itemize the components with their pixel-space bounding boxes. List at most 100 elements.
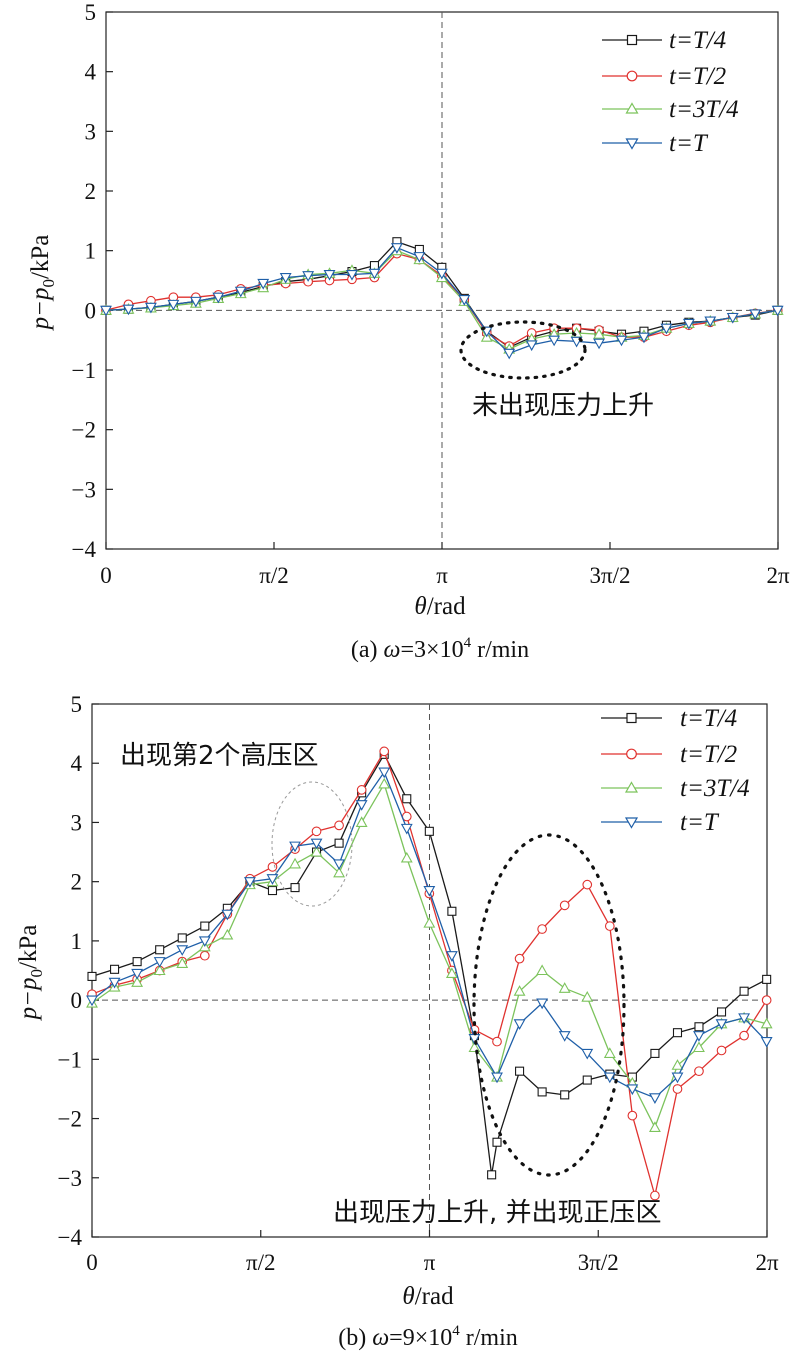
data-point <box>626 1084 639 1096</box>
data-point <box>650 1048 660 1058</box>
panel-a-ticks: 0 π/2 π 3π/2 2π −4 −3 −2 −1 0 1 2 3 4 5 <box>72 0 790 588</box>
panel-b-legend-item-2: t=T/2 <box>601 741 737 768</box>
y-tick-label: 5 <box>85 0 97 25</box>
data-point <box>311 826 322 837</box>
data-point <box>492 1036 502 1047</box>
y-tick-label: 4 <box>85 60 97 85</box>
legend-marker-triangle-down <box>625 138 639 150</box>
y-tick-label: 3 <box>85 119 97 144</box>
data-point <box>267 862 278 872</box>
data-point <box>155 945 165 955</box>
legend-marker-circle <box>626 70 638 82</box>
data-point <box>536 964 549 976</box>
data-point <box>760 1037 773 1048</box>
data-point <box>355 816 368 827</box>
data-point <box>704 316 717 328</box>
panel-b-annotation-1: 出现第2个高压区 <box>120 741 319 771</box>
data-point <box>100 305 112 317</box>
ylabel-unit: /kPa <box>27 235 54 279</box>
data-point <box>581 991 594 1002</box>
panel-a-annotation: 未出现压力上升 <box>472 391 654 421</box>
legend-label-t-T2: t=T/2 <box>669 63 726 90</box>
y-tick-label: −1 <box>58 1047 82 1072</box>
data-point <box>749 309 762 321</box>
y-tick-label: −1 <box>72 358 96 383</box>
data-point <box>560 1090 570 1100</box>
data-point <box>289 841 301 853</box>
data-point <box>648 1121 661 1132</box>
data-point <box>693 1041 705 1053</box>
ylabel-unit: /kPa <box>15 925 42 969</box>
legend-label-t-T: t=T <box>680 809 720 836</box>
data-point <box>582 879 593 890</box>
panel-a-y-axis-label: p−p0/kPa <box>27 235 58 332</box>
y-tick-label: −4 <box>58 1225 83 1250</box>
caption-unit: r/min <box>471 637 529 663</box>
data-point <box>423 916 436 928</box>
data-point <box>243 877 256 888</box>
data-point <box>660 323 673 335</box>
y-tick-label: 3 <box>71 810 83 835</box>
x-tick-label: π <box>436 563 448 588</box>
panel-b-legend: t=T/4 t=T/2 t=3T/4 t=T <box>601 705 750 836</box>
panel-a-highlight-ellipse <box>459 320 587 380</box>
panel-b-ticks: 0 π/2 π 3π/2 2π −4 −3 −2 −1 0 1 2 3 4 5 <box>58 692 779 1275</box>
data-point <box>153 957 166 968</box>
data-point <box>536 998 549 1010</box>
caption-exponent: 4 <box>464 635 472 651</box>
data-point <box>548 335 561 347</box>
data-point <box>760 1017 773 1029</box>
data-point <box>771 305 784 317</box>
legend-marker-triangle-down <box>624 817 639 829</box>
data-point <box>167 299 180 311</box>
data-point <box>603 1047 616 1058</box>
data-point <box>290 883 300 893</box>
data-point <box>487 1170 497 1180</box>
data-point <box>445 967 458 979</box>
data-point <box>267 885 278 896</box>
data-point <box>221 909 234 921</box>
xlabel-unit: /rad <box>415 1283 454 1310</box>
data-point <box>302 271 315 282</box>
data-point <box>266 874 279 885</box>
caption-prefix: (a) <box>351 637 384 663</box>
caption-exponent: 4 <box>452 1323 460 1339</box>
data-point <box>513 1019 526 1030</box>
data-point <box>739 986 749 996</box>
data-point <box>333 866 346 878</box>
data-point <box>762 974 772 984</box>
y-tick-label: −2 <box>58 1107 82 1132</box>
data-point <box>537 924 547 934</box>
data-point <box>648 1093 661 1104</box>
data-point <box>310 845 323 857</box>
data-point <box>682 318 695 330</box>
xlabel-unit: /rad <box>427 593 466 620</box>
data-point <box>400 823 413 835</box>
data-point <box>715 1019 728 1030</box>
data-point <box>671 1059 684 1070</box>
data-point <box>199 950 210 961</box>
data-point <box>378 767 391 779</box>
data-point <box>346 269 358 281</box>
data-point <box>131 968 144 980</box>
data-point <box>257 278 270 290</box>
panel-b-reference-lines <box>92 704 767 1237</box>
data-point <box>289 857 301 869</box>
data-point <box>323 269 336 281</box>
x-tick-label: 2π <box>755 1250 779 1275</box>
data-point <box>638 332 650 344</box>
data-point <box>593 328 605 339</box>
legend-label-t-3T4: t=3T/4 <box>669 96 739 123</box>
y-tick-label: −3 <box>58 1166 82 1191</box>
data-point <box>525 340 538 352</box>
data-point <box>189 296 202 308</box>
ylabel-p: p <box>15 1007 42 1022</box>
x-tick-label: 3π/2 <box>578 1250 619 1275</box>
y-tick-label: 4 <box>71 751 83 776</box>
panel-b-pressure-rise-ellipse <box>472 833 626 1177</box>
series-t-t <box>86 767 773 1104</box>
x-tick-label: 0 <box>86 1250 98 1275</box>
y-tick-label: 0 <box>85 298 97 323</box>
legend-label-t-T4: t=T/4 <box>669 27 726 54</box>
